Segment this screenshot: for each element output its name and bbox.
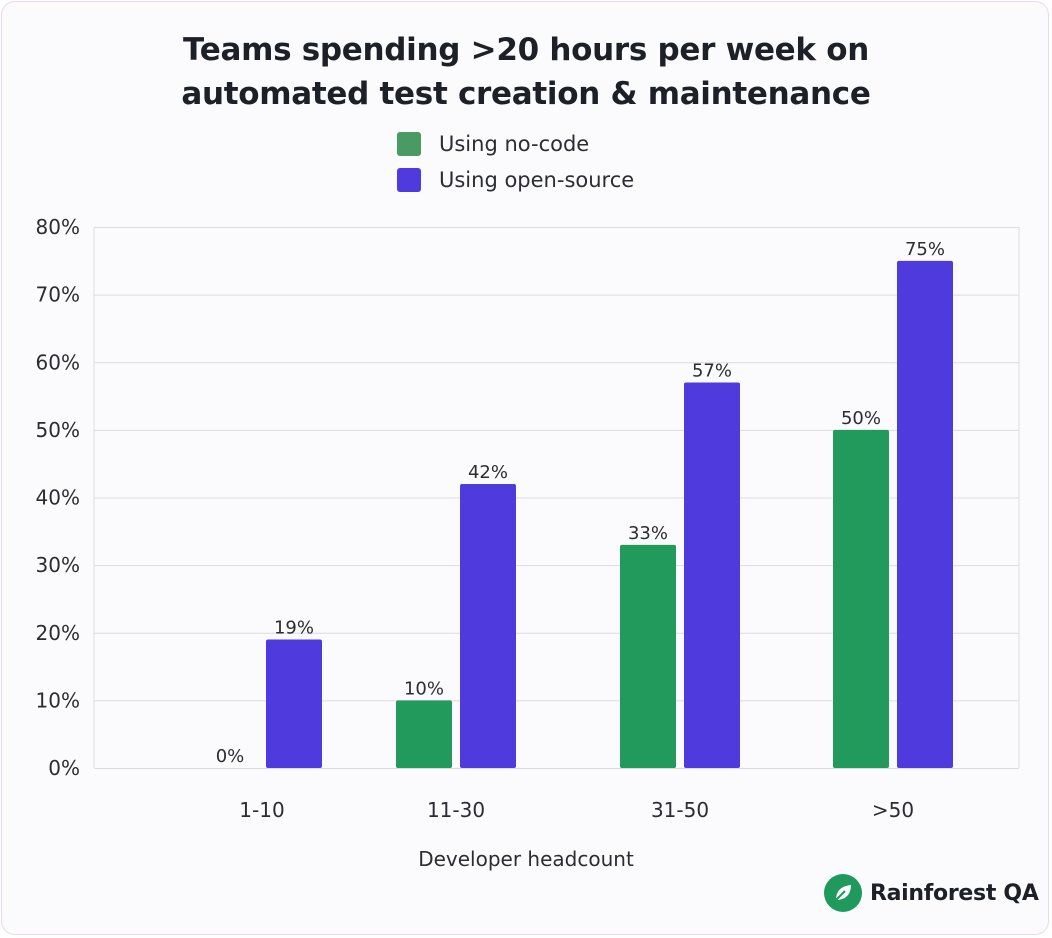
- x-tick-label: 31-50: [651, 798, 709, 822]
- x-axis-title: Developer headcount: [418, 847, 634, 871]
- y-tick-label: 10%: [36, 688, 80, 712]
- data-label: 10%: [404, 678, 444, 699]
- y-tick-label: 20%: [36, 621, 80, 645]
- x-tick-label: 11-30: [427, 798, 485, 822]
- chart-title-line-2: automated test creation & maintenance: [181, 76, 871, 112]
- y-tick-label: 60%: [36, 350, 80, 374]
- legend-item-open-source: Using open-source: [397, 162, 634, 198]
- y-tick-label: 50%: [36, 418, 80, 442]
- chart-title-line-1: Teams spending >20 hours per week on: [183, 32, 869, 68]
- bar-no-code: [396, 700, 452, 768]
- data-label: 19%: [274, 618, 314, 639]
- y-tick-label: 30%: [36, 553, 80, 577]
- data-label: 33%: [628, 523, 668, 544]
- y-tick-label: 0%: [48, 756, 80, 780]
- data-label: 50%: [841, 408, 881, 429]
- brand-logo: Rainforest QA: [824, 874, 1039, 912]
- bar-open-source: [897, 260, 953, 768]
- y-tick-label: 80%: [36, 215, 80, 239]
- leaf-icon: [824, 874, 862, 912]
- data-label: 75%: [905, 239, 945, 260]
- brand-name: Rainforest QA: [870, 880, 1039, 906]
- x-tick-label: 1-10: [239, 798, 284, 822]
- legend-label-open-source: Using open-source: [439, 168, 635, 192]
- x-tick-label: >50: [872, 798, 914, 822]
- data-label: 0%: [216, 746, 245, 767]
- legend-label-no-code: Using no-code: [439, 132, 590, 156]
- data-label: 42%: [468, 462, 508, 483]
- bar-open-source: [684, 382, 740, 768]
- legend-item-no-code: Using no-code: [397, 126, 634, 162]
- bar-open-source: [460, 483, 516, 768]
- legend-swatch-open-source: [397, 168, 421, 192]
- bar-no-code: [620, 544, 676, 768]
- legend-swatch-no-code: [397, 132, 421, 156]
- chart-title: Teams spending >20 hours per week on aut…: [0, 28, 1052, 116]
- y-tick-label: 40%: [36, 486, 80, 510]
- bar-open-source: [266, 639, 322, 768]
- data-label: 57%: [692, 361, 732, 382]
- y-tick-label: 70%: [36, 283, 80, 307]
- chart-legend: Using no-code Using open-source: [397, 126, 634, 198]
- bar-no-code: [833, 429, 889, 768]
